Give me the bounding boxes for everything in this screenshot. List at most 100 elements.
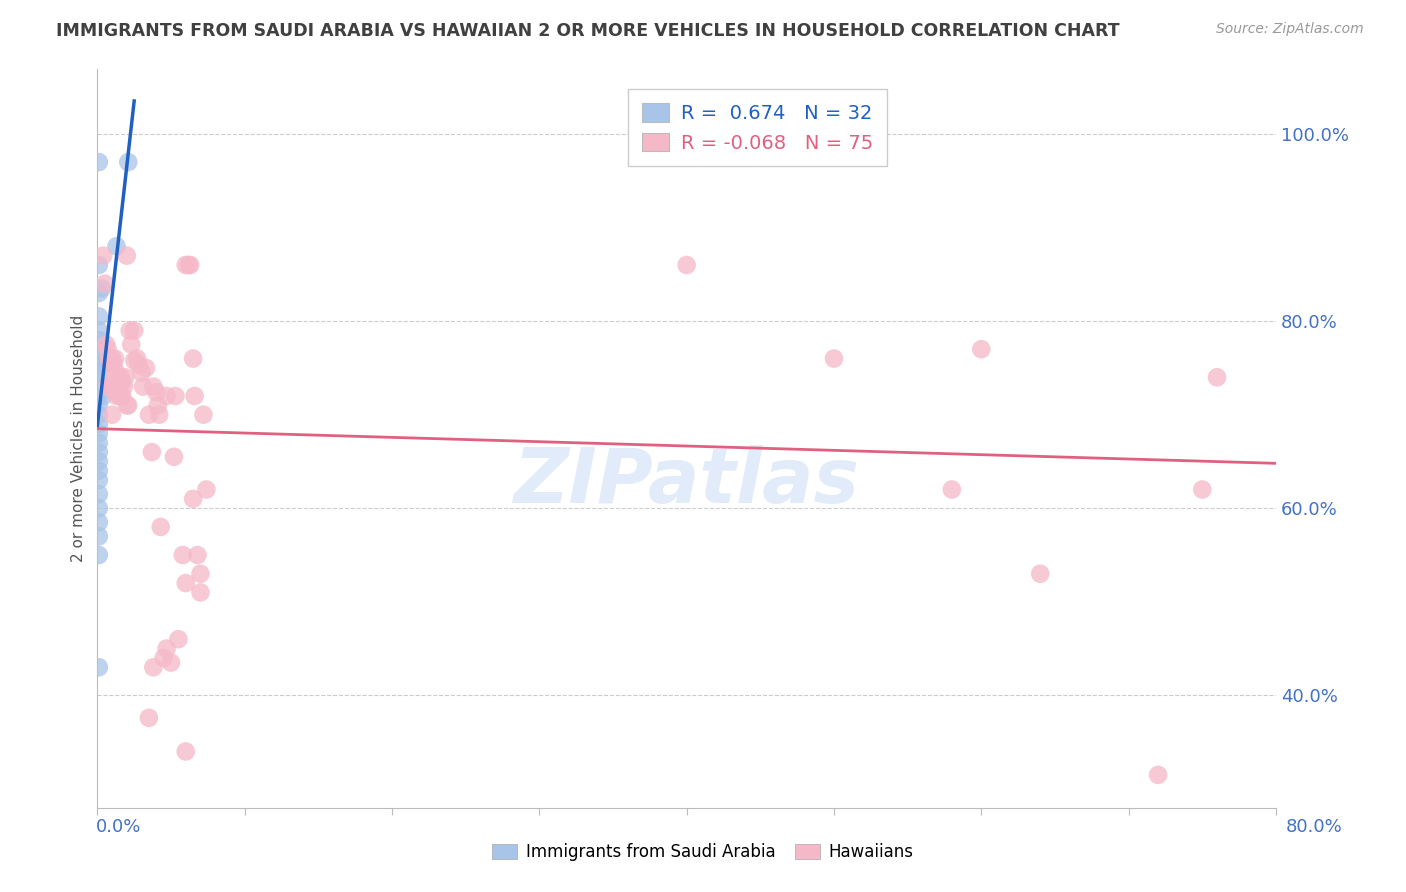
Point xyxy=(104,351,127,366)
Point xyxy=(87,660,110,674)
Point xyxy=(105,389,128,403)
Point xyxy=(174,258,197,272)
Point xyxy=(174,744,197,758)
Point xyxy=(108,389,131,403)
Point xyxy=(970,342,993,356)
Point xyxy=(142,660,165,674)
Point xyxy=(115,249,138,263)
Point xyxy=(122,353,145,368)
Point xyxy=(146,398,169,412)
Point xyxy=(87,379,110,393)
Point xyxy=(183,389,205,403)
Point xyxy=(1147,768,1170,782)
Point xyxy=(96,356,118,370)
Point xyxy=(93,277,115,291)
Point xyxy=(108,370,131,384)
Point xyxy=(87,473,110,487)
Point xyxy=(195,483,218,497)
Point xyxy=(160,656,183,670)
Point xyxy=(823,351,845,366)
Point xyxy=(165,389,187,403)
Point xyxy=(174,576,197,591)
Point xyxy=(90,281,112,295)
Point xyxy=(87,408,110,422)
Point xyxy=(101,351,124,366)
Point xyxy=(91,389,114,403)
Text: 0.0%: 0.0% xyxy=(96,818,141,836)
Point xyxy=(118,323,141,337)
Point xyxy=(91,249,114,263)
Point xyxy=(87,501,110,516)
Point xyxy=(1029,566,1052,581)
Point xyxy=(87,389,110,403)
Point xyxy=(87,529,110,543)
Point xyxy=(103,356,125,370)
Point xyxy=(131,366,153,380)
Point xyxy=(87,310,110,324)
Point xyxy=(87,258,110,272)
Point xyxy=(87,548,110,562)
Point xyxy=(155,389,177,403)
Point xyxy=(181,351,204,366)
Point xyxy=(87,286,110,301)
Point xyxy=(127,351,149,366)
Point xyxy=(110,389,132,403)
Point xyxy=(155,641,177,656)
Point xyxy=(87,417,110,431)
Legend: R =  0.674   N = 32, R = -0.068   N = 75: R = 0.674 N = 32, R = -0.068 N = 75 xyxy=(628,89,887,166)
Point xyxy=(105,366,128,380)
Text: 80.0%: 80.0% xyxy=(1286,818,1343,836)
Point xyxy=(186,548,208,562)
Point xyxy=(100,360,122,375)
Point xyxy=(115,398,138,412)
Point xyxy=(117,155,139,169)
Point xyxy=(132,379,155,393)
Point xyxy=(97,342,120,356)
Point xyxy=(87,370,110,384)
Point xyxy=(96,337,118,351)
Y-axis label: 2 or more Vehicles in Household: 2 or more Vehicles in Household xyxy=(72,315,86,562)
Point xyxy=(87,351,110,366)
Point xyxy=(87,360,110,375)
Point xyxy=(105,239,128,253)
Legend: Immigrants from Saudi Arabia, Hawaiians: Immigrants from Saudi Arabia, Hawaiians xyxy=(485,837,921,868)
Point xyxy=(87,333,110,347)
Point xyxy=(135,360,157,375)
Point xyxy=(114,370,136,384)
Text: IMMIGRANTS FROM SAUDI ARABIA VS HAWAIIAN 2 OR MORE VEHICLES IN HOUSEHOLD CORRELA: IMMIGRANTS FROM SAUDI ARABIA VS HAWAIIAN… xyxy=(56,22,1119,40)
Point xyxy=(87,155,110,169)
Point xyxy=(107,379,129,393)
Point xyxy=(111,375,134,389)
Point xyxy=(179,258,201,272)
Point xyxy=(112,379,135,393)
Point xyxy=(148,408,170,422)
Point xyxy=(117,398,139,412)
Point xyxy=(122,323,145,337)
Point xyxy=(142,379,165,393)
Point xyxy=(190,585,212,599)
Point xyxy=(87,398,110,412)
Point xyxy=(675,258,697,272)
Point xyxy=(1206,370,1229,384)
Point xyxy=(98,351,121,366)
Point xyxy=(98,379,121,393)
Point xyxy=(128,358,150,372)
Point xyxy=(163,450,186,464)
Text: Source: ZipAtlas.com: Source: ZipAtlas.com xyxy=(1216,22,1364,37)
Point xyxy=(177,258,200,272)
Point xyxy=(87,435,110,450)
Point xyxy=(941,483,963,497)
Point xyxy=(87,454,110,468)
Point xyxy=(101,408,124,422)
Point xyxy=(97,379,120,393)
Point xyxy=(181,491,204,506)
Point xyxy=(152,651,174,665)
Point xyxy=(172,548,194,562)
Point xyxy=(190,566,212,581)
Point xyxy=(87,464,110,478)
Point xyxy=(193,408,215,422)
Point xyxy=(138,408,160,422)
Point xyxy=(111,389,134,403)
Point xyxy=(1191,483,1213,497)
Point xyxy=(103,379,125,393)
